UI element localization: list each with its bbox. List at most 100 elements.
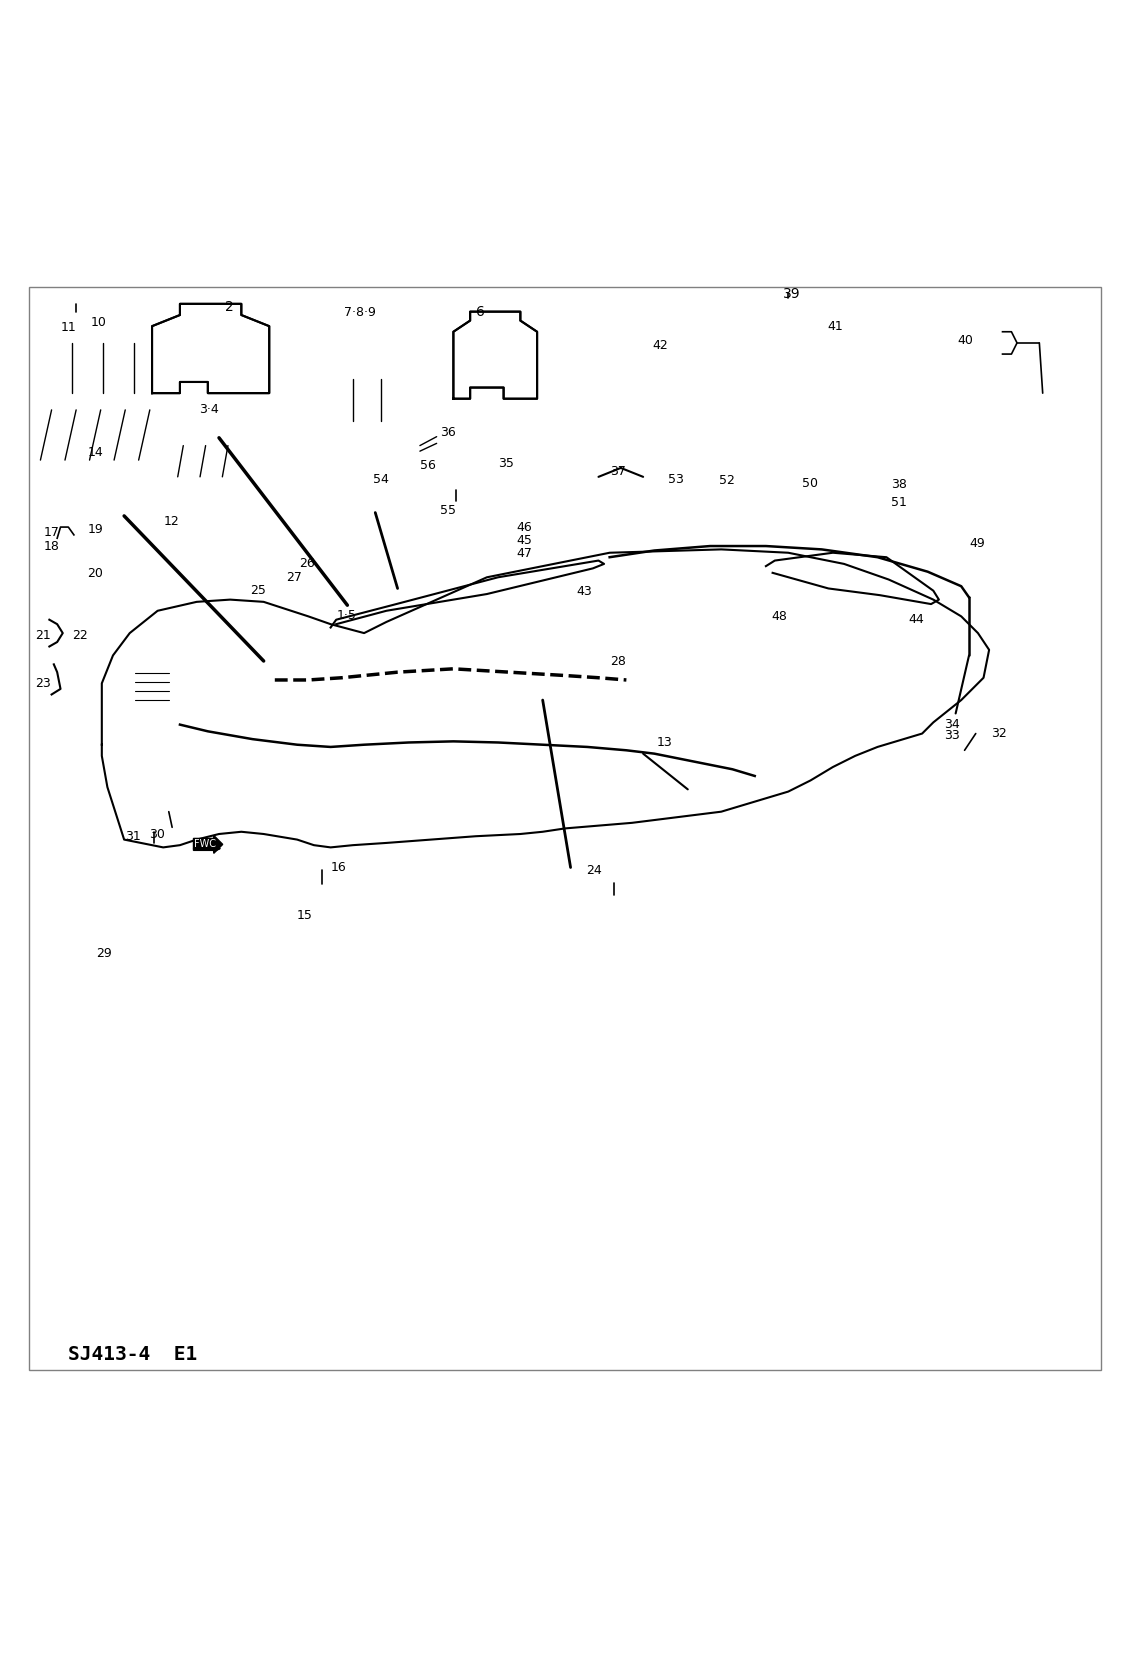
Circle shape	[605, 674, 615, 686]
Text: 50: 50	[801, 477, 818, 490]
Bar	[380, 420, 400, 444]
Text: 25: 25	[250, 584, 267, 597]
Circle shape	[609, 892, 619, 904]
Bar	[801, 470, 824, 502]
Circle shape	[504, 522, 515, 532]
Text: 6: 6	[476, 305, 485, 319]
Circle shape	[780, 764, 864, 849]
Bar	[605, 841, 624, 882]
Circle shape	[67, 864, 153, 949]
Circle shape	[85, 560, 96, 572]
Bar	[80, 394, 101, 410]
Circle shape	[749, 734, 894, 879]
Circle shape	[1038, 392, 1048, 400]
Text: 19: 19	[87, 522, 103, 535]
Bar	[180, 407, 255, 445]
Text: 41: 41	[827, 320, 843, 332]
Circle shape	[453, 664, 467, 677]
Circle shape	[504, 535, 515, 545]
Circle shape	[773, 337, 803, 367]
Circle shape	[99, 664, 133, 697]
Text: 54: 54	[373, 472, 389, 485]
Text: 32: 32	[991, 727, 1007, 741]
Bar	[666, 344, 699, 377]
Text: 35: 35	[498, 457, 514, 470]
Text: 44: 44	[909, 614, 924, 626]
Bar	[487, 459, 515, 479]
Circle shape	[141, 731, 286, 876]
Circle shape	[171, 761, 255, 846]
Circle shape	[879, 482, 892, 495]
Circle shape	[165, 827, 179, 841]
Text: 34: 34	[945, 719, 960, 731]
Text: 14: 14	[87, 445, 103, 459]
Text: 39: 39	[783, 287, 800, 300]
Bar	[855, 345, 916, 379]
Text: 56: 56	[420, 459, 436, 472]
Text: 27: 27	[286, 570, 302, 584]
Text: 38: 38	[890, 479, 906, 490]
Circle shape	[405, 664, 418, 677]
Circle shape	[69, 312, 82, 325]
Text: 51: 51	[890, 495, 906, 509]
Circle shape	[450, 502, 461, 512]
Text: 13: 13	[657, 736, 672, 749]
Circle shape	[428, 674, 442, 687]
Text: 42: 42	[652, 339, 668, 352]
Circle shape	[78, 629, 92, 642]
Bar	[436, 424, 472, 450]
Circle shape	[293, 554, 306, 567]
Text: 43: 43	[576, 585, 592, 599]
Circle shape	[293, 892, 306, 906]
Text: 22: 22	[71, 629, 87, 642]
Circle shape	[764, 327, 812, 377]
Text: 23: 23	[35, 677, 51, 691]
Circle shape	[277, 562, 290, 575]
Text: 21: 21	[35, 629, 51, 642]
Text: 18: 18	[44, 539, 60, 552]
Bar	[355, 420, 375, 444]
Circle shape	[582, 681, 593, 692]
Text: 46: 46	[516, 520, 531, 534]
Polygon shape	[453, 312, 537, 399]
Text: 7·8·9: 7·8·9	[344, 307, 376, 319]
Bar	[288, 887, 346, 912]
Bar	[139, 394, 158, 410]
Circle shape	[537, 681, 548, 692]
Text: 10: 10	[90, 317, 106, 329]
Text: FWC: FWC	[194, 839, 217, 849]
Circle shape	[881, 499, 889, 507]
Text: 48: 48	[772, 610, 788, 622]
Circle shape	[527, 674, 540, 687]
Bar	[160, 515, 189, 535]
Text: 31: 31	[125, 829, 141, 842]
Bar	[942, 349, 956, 377]
Text: 15: 15	[297, 909, 313, 922]
Bar	[671, 477, 685, 494]
Circle shape	[956, 727, 967, 739]
Circle shape	[433, 736, 563, 866]
Circle shape	[515, 674, 525, 686]
Circle shape	[98, 896, 121, 917]
Circle shape	[254, 579, 268, 592]
Circle shape	[81, 879, 138, 934]
Circle shape	[977, 724, 996, 742]
Text: 26: 26	[299, 557, 315, 570]
Bar	[41, 344, 168, 394]
Bar	[431, 457, 455, 477]
Text: 36: 36	[440, 425, 455, 439]
Circle shape	[551, 664, 565, 677]
Text: 29: 29	[96, 947, 112, 959]
Text: 33: 33	[945, 729, 960, 742]
Bar	[52, 394, 71, 410]
Circle shape	[493, 681, 504, 692]
Bar	[850, 327, 989, 387]
Text: 16: 16	[331, 861, 347, 874]
Text: 17: 17	[44, 525, 60, 539]
Text: 45: 45	[516, 534, 532, 547]
Bar	[102, 657, 130, 702]
Bar	[110, 394, 130, 410]
Circle shape	[330, 892, 342, 906]
Bar	[608, 654, 629, 669]
Bar	[649, 292, 1023, 399]
